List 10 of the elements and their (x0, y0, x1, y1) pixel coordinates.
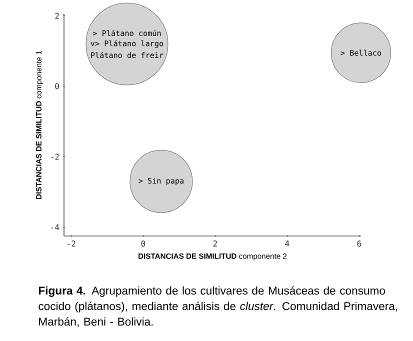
y-tick-label: -4 (51, 224, 60, 230)
x-tick-label: 0 (141, 240, 146, 247)
y-tick-label: 2 (55, 12, 59, 19)
x-tick-label: 2 (213, 240, 217, 246)
x-tick-label: 4 (285, 240, 290, 246)
x-tick-label: -2 (68, 240, 76, 246)
x-tick-label: 6 (357, 240, 362, 247)
y-tick-label: 0 (55, 83, 59, 90)
text: Figura 4. Agrupamiento de los cultivares de Musáceas de consumo cocido (plátanos), mediante análisis de cluster. Comunidad Primavera, Marbán, Beni - Bolivia. (38, 286, 398, 327)
y-tick-label: -2 (51, 154, 59, 160)
